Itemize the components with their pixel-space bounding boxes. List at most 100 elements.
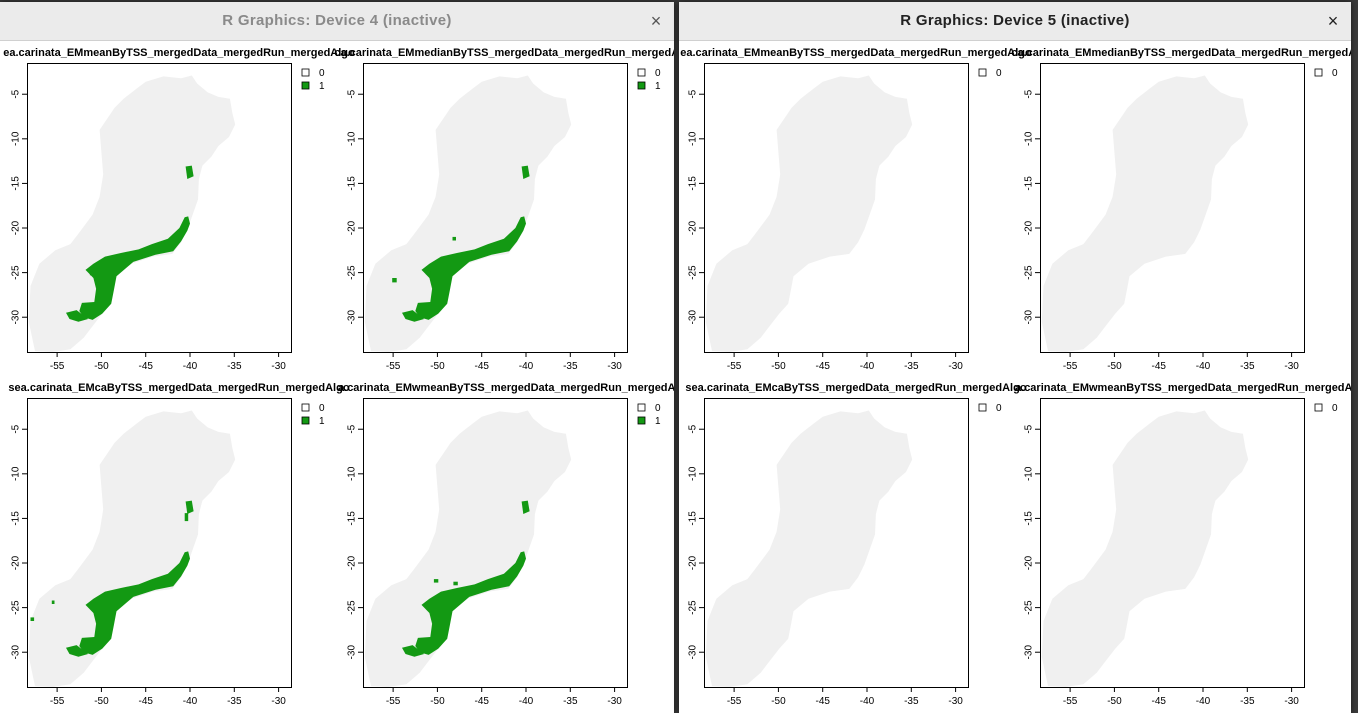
x-tick-label: -45 xyxy=(474,696,489,707)
y-tick-label: -5 xyxy=(688,89,699,98)
presence-cells xyxy=(51,600,55,604)
x-tick-label: -35 xyxy=(227,696,242,707)
y-tick-label: -25 xyxy=(688,265,699,280)
y-tick-label: -15 xyxy=(688,176,699,191)
presence-cells xyxy=(425,270,431,275)
presence-cells xyxy=(433,579,439,583)
legend-swatch xyxy=(978,68,987,77)
y-tick-label: -5 xyxy=(1024,89,1035,98)
land-raster-gap xyxy=(79,456,100,517)
x-tick-label: -30 xyxy=(607,696,622,707)
panel-title: sea.carinata_EMcaByTSS_mergedData_merged… xyxy=(685,382,1026,394)
x-tick-label: -35 xyxy=(904,361,919,372)
legend-label: 1 xyxy=(319,81,325,92)
land-raster xyxy=(28,75,236,352)
x-tick-label: -40 xyxy=(860,696,875,707)
presence-cells xyxy=(184,513,189,522)
legend-label: 0 xyxy=(655,68,661,79)
x-tick-label: -55 xyxy=(50,696,65,707)
x-tick-label: -55 xyxy=(1063,696,1078,707)
legend-swatch xyxy=(1314,403,1323,412)
x-tick-label: -40 xyxy=(519,361,534,372)
y-tick-label: -25 xyxy=(347,600,358,615)
legend-label: 0 xyxy=(655,403,661,414)
legend-swatch xyxy=(301,403,310,412)
x-tick-label: -30 xyxy=(948,361,963,372)
y-tick-label: -15 xyxy=(11,176,22,191)
presence-cells xyxy=(185,165,194,179)
y-tick-label: -10 xyxy=(688,466,699,481)
plot-box xyxy=(363,398,628,688)
land-raster xyxy=(1041,410,1249,687)
y-tick-label: -30 xyxy=(1024,310,1035,325)
r-graphics-device-5-window[interactable]: R Graphics: Device 5 (inactive) × ea.car… xyxy=(679,2,1351,713)
presence-cells xyxy=(30,617,35,621)
map-panel: sea.carinata_EMcaByTSS_mergedData_merged… xyxy=(685,382,1026,707)
panel-title: ca.carinata_EMmedianByTSS_mergedData_mer… xyxy=(334,47,674,59)
presence-cells xyxy=(185,500,194,514)
x-tick-label: -40 xyxy=(860,361,875,372)
x-tick-label: -55 xyxy=(727,361,742,372)
y-tick-label: -10 xyxy=(688,131,699,146)
plot-box xyxy=(27,63,292,353)
x-tick-label: -50 xyxy=(771,696,786,707)
x-tick-label: -45 xyxy=(815,696,830,707)
x-tick-label: -55 xyxy=(1063,361,1078,372)
legend-label: 0 xyxy=(1332,68,1338,79)
land-raster xyxy=(705,410,913,687)
x-tick-label: -50 xyxy=(1107,361,1122,372)
window-titlebar[interactable]: R Graphics: Device 5 (inactive) × xyxy=(679,2,1351,41)
legend-label: 0 xyxy=(996,68,1002,79)
land-raster xyxy=(28,410,236,687)
y-tick-label: -5 xyxy=(347,424,358,433)
legend-label: 1 xyxy=(655,81,661,92)
panel-title: sea.carinata_EMcaByTSS_mergedData_merged… xyxy=(8,382,349,394)
window-titlebar[interactable]: R Graphics: Device 4 (inactive) × xyxy=(0,2,674,41)
y-tick-label: -20 xyxy=(1024,555,1035,570)
plot-box xyxy=(27,398,292,688)
panel-title: ca.carinata_EMmedianByTSS_mergedData_mer… xyxy=(1011,47,1351,59)
y-tick-label: -30 xyxy=(688,310,699,325)
legend-swatch xyxy=(301,81,310,90)
window-title: R Graphics: Device 5 (inactive) xyxy=(900,12,1130,29)
y-tick-label: -15 xyxy=(1024,176,1035,191)
y-tick-label: -30 xyxy=(1024,645,1035,660)
y-tick-label: -25 xyxy=(1024,600,1035,615)
y-tick-label: -20 xyxy=(11,220,22,235)
x-tick-label: -30 xyxy=(948,696,963,707)
panel-title: ea.carinata_EMmeanByTSS_mergedData_merge… xyxy=(3,47,355,59)
plot-box xyxy=(1040,398,1305,688)
land-raster xyxy=(705,75,913,352)
presence-cells xyxy=(392,278,397,283)
r-graphics-device-4-window[interactable]: R Graphics: Device 4 (inactive) × ea.car… xyxy=(0,2,674,713)
y-tick-label: -30 xyxy=(11,310,22,325)
x-tick-label: -45 xyxy=(1151,361,1166,372)
y-tick-label: -25 xyxy=(688,600,699,615)
y-tick-label: -10 xyxy=(1024,131,1035,146)
presence-cells xyxy=(521,165,530,179)
y-tick-label: -10 xyxy=(11,131,22,146)
y-tick-label: -20 xyxy=(1024,220,1035,235)
y-tick-label: -20 xyxy=(347,555,358,570)
y-tick-label: -25 xyxy=(1024,265,1035,280)
map-panel: a.carinata_EMwmeanByTSS_mergedData_merge… xyxy=(1015,382,1351,707)
x-tick-label: -35 xyxy=(563,361,578,372)
presence-cells xyxy=(453,581,458,586)
legend-label: 1 xyxy=(319,416,325,427)
land-raster-gap xyxy=(79,121,100,182)
y-tick-label: -10 xyxy=(347,466,358,481)
map-panel: ca.carinata_EMmedianByTSS_mergedData_mer… xyxy=(334,47,674,372)
y-tick-label: -20 xyxy=(688,555,699,570)
land-raster-gap xyxy=(756,456,777,517)
close-icon[interactable]: × xyxy=(650,11,662,31)
y-tick-label: -5 xyxy=(688,424,699,433)
y-tick-label: -5 xyxy=(11,424,22,433)
map-panel: ea.carinata_EMmeanByTSS_mergedData_merge… xyxy=(680,47,1032,372)
x-tick-label: -45 xyxy=(138,361,153,372)
x-tick-label: -45 xyxy=(474,361,489,372)
close-icon[interactable]: × xyxy=(1327,11,1339,31)
y-tick-label: -20 xyxy=(11,555,22,570)
plot-canvas: ea.carinata_EMmeanByTSS_mergedData_merge… xyxy=(3,47,674,707)
y-tick-label: -15 xyxy=(347,511,358,526)
y-tick-label: -30 xyxy=(347,310,358,325)
